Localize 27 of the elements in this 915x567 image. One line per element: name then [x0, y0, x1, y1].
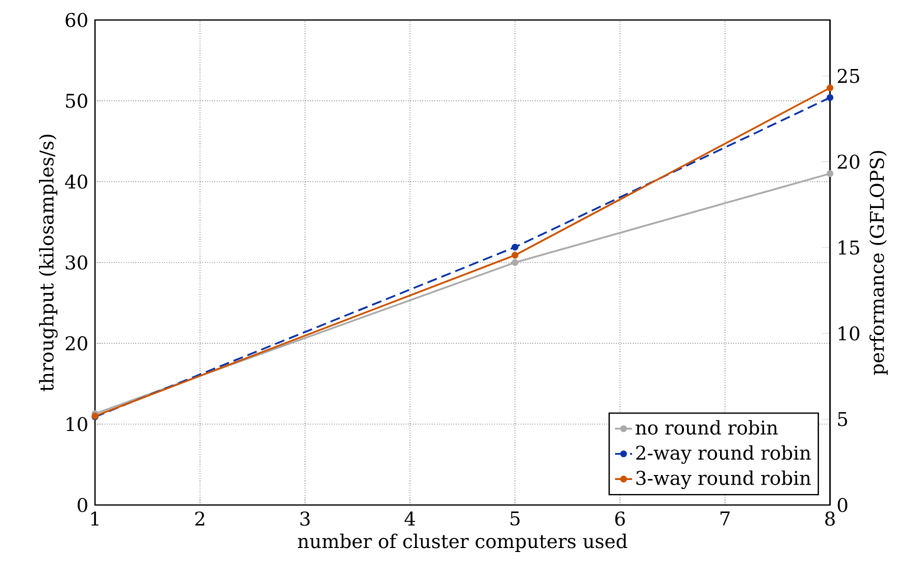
x-tick-label: 6: [615, 511, 625, 526]
y2-tick-label: 25: [838, 68, 860, 84]
x-tick-label: 3: [300, 511, 310, 526]
y-tick-label: 20: [66, 336, 88, 350]
x-axis-title: number of cluster computers used: [298, 534, 628, 552]
y2-axis-title: performance (GFLOPS): [869, 151, 888, 375]
legend-label: 3-way round robin: [636, 470, 811, 490]
y2-tick-label: 20: [838, 154, 860, 169]
y-tick-label: 40: [64, 174, 88, 189]
x-tick-label: 1: [91, 511, 98, 526]
y-tick-label: 10: [66, 416, 88, 432]
y-tick-label: 60: [66, 12, 88, 28]
x-tick-label: 5: [510, 511, 520, 526]
x-tick-label: 8: [825, 511, 835, 526]
y-tick-label: 50: [66, 94, 88, 108]
x-tick-label: 2: [195, 511, 204, 526]
y2-tick-label: 10: [838, 326, 860, 341]
y2-tick-label: 0: [838, 498, 848, 512]
x-tick-label: 4: [404, 511, 416, 526]
y-tick-label: 30: [66, 255, 88, 270]
legend-label: no round robin: [636, 420, 778, 435]
y2-tick-label: 5: [838, 412, 848, 426]
legend-label: 2-way round robin: [636, 445, 811, 464]
y-tick-label: 0: [78, 498, 88, 512]
y2-tick-label: 15: [838, 240, 860, 255]
x-tick-label: 7: [720, 511, 730, 526]
y-axis-title: throughput (kilosamples/s): [39, 134, 58, 392]
